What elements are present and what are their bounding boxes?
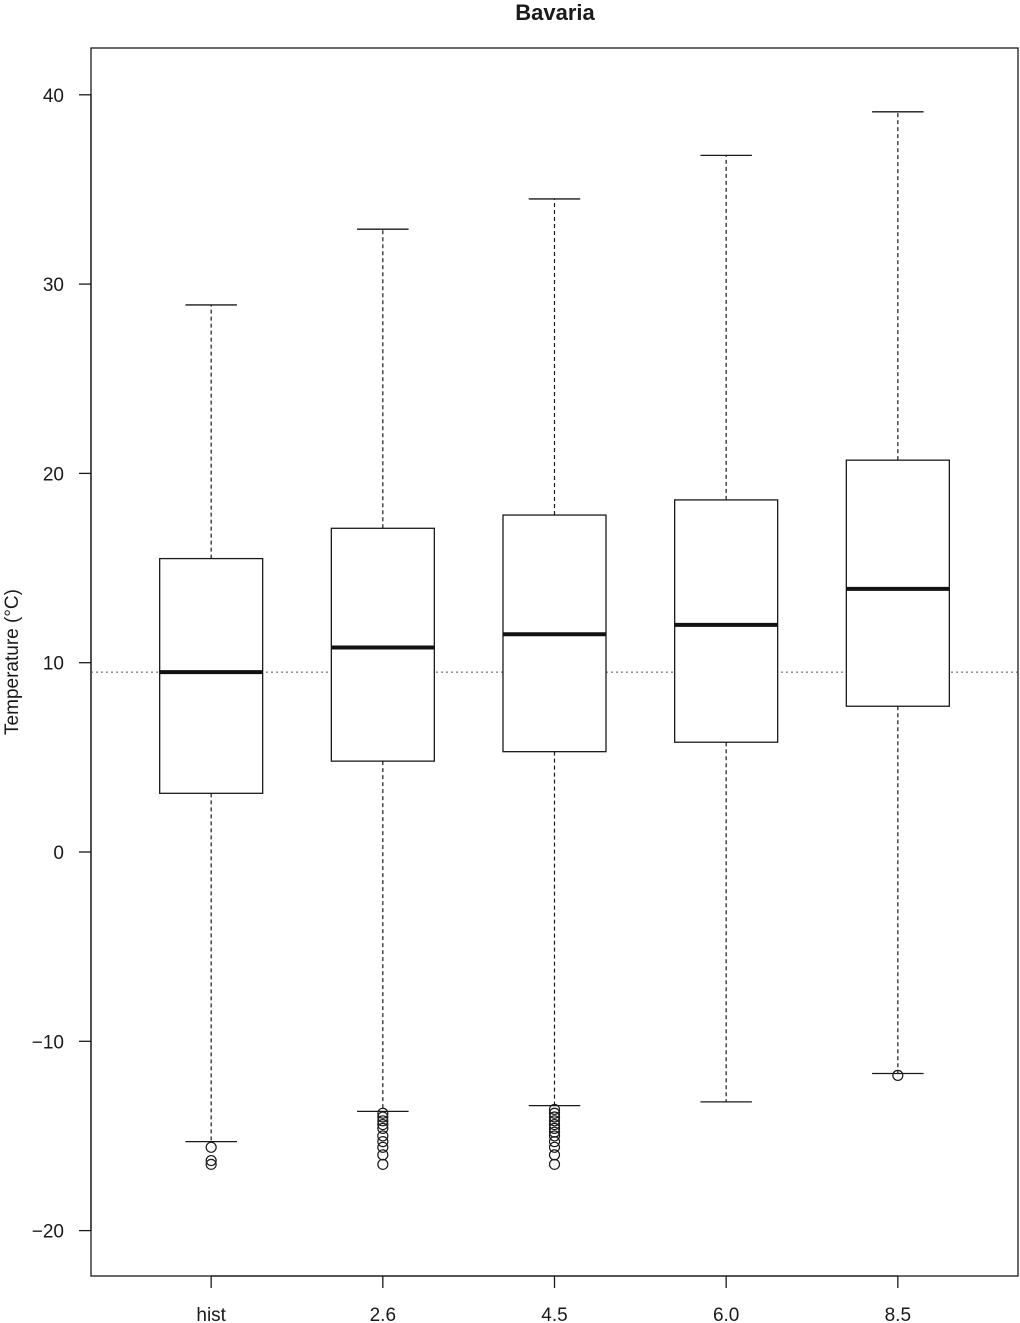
- x-tick-label: 2.6: [370, 1305, 396, 1323]
- boxes-group: [159, 111, 950, 1170]
- outlier-point: [377, 1136, 389, 1148]
- outlier-point: [548, 1103, 561, 1116]
- outlier-point: [548, 1136, 561, 1148]
- y-tick-label: 30: [43, 275, 64, 296]
- outlier-point: [548, 1107, 561, 1119]
- outlier-point: [377, 1107, 389, 1119]
- outlier-point: [377, 1141, 389, 1153]
- outlier-point: [377, 1115, 389, 1127]
- outlier-point: [548, 1130, 561, 1142]
- outlier-point: [548, 1115, 561, 1127]
- box-2.6: [330, 228, 435, 1170]
- outlier-point: [377, 1158, 389, 1170]
- y-tick-label: −20: [32, 1222, 64, 1243]
- outlier-point: [548, 1158, 561, 1170]
- box-6.0: [674, 154, 779, 1103]
- outlier-point: [548, 1149, 561, 1161]
- y-axis-label: Temperature (°C): [2, 589, 23, 735]
- iqr-box: [674, 499, 779, 743]
- outlier-point: [548, 1111, 561, 1123]
- outlier-point: [377, 1118, 389, 1131]
- outlier-point: [548, 1122, 561, 1134]
- y-tick-label: −10: [32, 1032, 64, 1053]
- y-axis: −20 −10 0 10 20 30 40: [32, 86, 92, 1243]
- outlier-point: [205, 1158, 217, 1170]
- outlier-point: [377, 1130, 389, 1142]
- iqr-box: [159, 557, 264, 794]
- x-tick-label: hist: [196, 1305, 226, 1323]
- outlier-point: [892, 1069, 904, 1081]
- x-tick-label: 4.5: [541, 1305, 567, 1323]
- x-axis: hist 2.6 4.5 6.0 8.5: [196, 1275, 911, 1323]
- x-tick-label: 6.0: [713, 1305, 739, 1323]
- outlier-point: [377, 1111, 389, 1123]
- outlier-point: [205, 1154, 217, 1167]
- y-tick-label: 40: [43, 86, 64, 107]
- box-8.5: [845, 111, 950, 1081]
- x-tick-label: 8.5: [885, 1305, 911, 1323]
- box-4.5: [502, 198, 607, 1170]
- iqr-box: [330, 527, 435, 762]
- y-tick-label: 10: [43, 654, 64, 675]
- box-hist: [159, 304, 264, 1170]
- outlier-point: [205, 1141, 217, 1153]
- outlier-point: [548, 1118, 561, 1131]
- y-tick-label: 0: [53, 843, 64, 864]
- iqr-box: [845, 459, 950, 707]
- outlier-point: [377, 1149, 389, 1161]
- outlier-point: [377, 1122, 389, 1134]
- y-tick-label: 20: [43, 464, 64, 485]
- outlier-point: [548, 1141, 561, 1153]
- chart-title: Bavaria: [515, 0, 595, 25]
